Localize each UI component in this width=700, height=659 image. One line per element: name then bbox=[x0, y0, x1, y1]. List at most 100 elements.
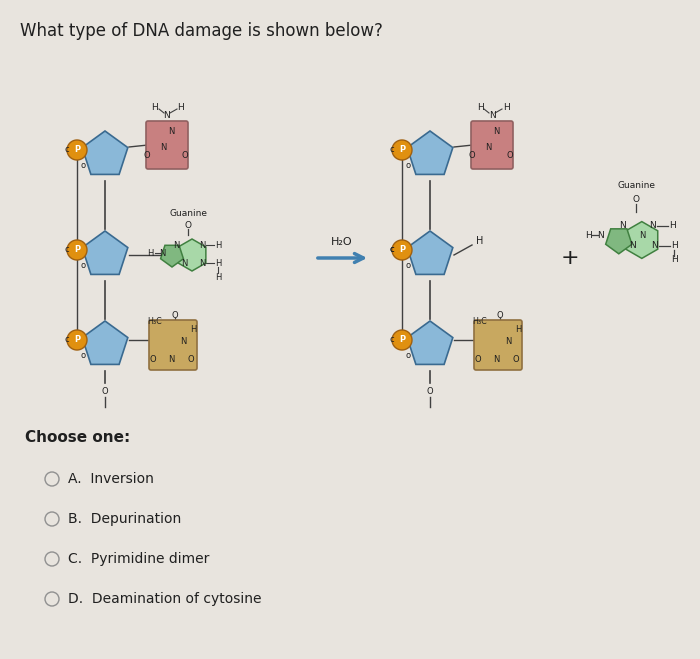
Text: H₃C: H₃C bbox=[147, 316, 162, 326]
Text: H: H bbox=[514, 324, 522, 333]
Text: o: o bbox=[80, 161, 85, 169]
FancyBboxPatch shape bbox=[146, 121, 188, 169]
Text: P: P bbox=[74, 146, 80, 154]
Text: O: O bbox=[150, 355, 156, 364]
Text: c: c bbox=[390, 246, 394, 254]
Text: N: N bbox=[199, 258, 205, 268]
Text: H: H bbox=[215, 241, 221, 250]
Text: o: o bbox=[405, 351, 411, 360]
Text: H₂O: H₂O bbox=[331, 237, 353, 247]
Circle shape bbox=[67, 140, 87, 160]
Text: N: N bbox=[168, 355, 174, 364]
Text: O: O bbox=[182, 150, 188, 159]
Text: N: N bbox=[181, 258, 187, 268]
Text: H: H bbox=[147, 248, 153, 258]
Text: B.  Depurination: B. Depurination bbox=[68, 512, 181, 526]
FancyBboxPatch shape bbox=[474, 320, 522, 370]
Text: O: O bbox=[633, 196, 640, 204]
Text: N: N bbox=[159, 248, 165, 258]
Text: O: O bbox=[469, 150, 475, 159]
Text: N: N bbox=[650, 241, 657, 250]
Text: N: N bbox=[199, 241, 205, 250]
Text: O: O bbox=[507, 150, 513, 159]
Text: N: N bbox=[160, 142, 166, 152]
Text: c: c bbox=[64, 335, 69, 345]
Text: c: c bbox=[390, 146, 394, 154]
Text: P: P bbox=[399, 335, 405, 345]
Text: O: O bbox=[172, 310, 178, 320]
Polygon shape bbox=[82, 131, 128, 175]
Text: O: O bbox=[427, 386, 433, 395]
Text: O: O bbox=[497, 310, 503, 320]
Text: N: N bbox=[619, 221, 625, 231]
FancyBboxPatch shape bbox=[471, 121, 513, 169]
Text: H: H bbox=[152, 103, 158, 111]
Polygon shape bbox=[626, 221, 658, 258]
Text: What type of DNA damage is shown below?: What type of DNA damage is shown below? bbox=[20, 22, 383, 40]
Text: o: o bbox=[80, 260, 85, 270]
Text: O: O bbox=[512, 355, 519, 364]
Text: c: c bbox=[390, 335, 394, 345]
Text: N: N bbox=[168, 127, 174, 136]
Polygon shape bbox=[178, 239, 206, 271]
Text: O: O bbox=[475, 355, 482, 364]
Text: H: H bbox=[215, 273, 221, 281]
Text: O: O bbox=[102, 386, 108, 395]
Text: Guanine: Guanine bbox=[617, 181, 655, 190]
Text: D.  Deamination of cytosine: D. Deamination of cytosine bbox=[68, 592, 262, 606]
Text: N: N bbox=[649, 221, 655, 231]
Polygon shape bbox=[82, 231, 128, 274]
Polygon shape bbox=[82, 321, 128, 364]
Text: N: N bbox=[596, 231, 603, 239]
Text: H: H bbox=[671, 256, 678, 264]
Circle shape bbox=[392, 140, 412, 160]
Polygon shape bbox=[407, 231, 453, 274]
Circle shape bbox=[392, 330, 412, 350]
Text: c: c bbox=[390, 246, 394, 254]
Text: o: o bbox=[405, 161, 411, 169]
Circle shape bbox=[67, 240, 87, 260]
Text: P: P bbox=[74, 246, 80, 254]
Text: N: N bbox=[485, 142, 491, 152]
Polygon shape bbox=[407, 131, 453, 175]
Polygon shape bbox=[606, 229, 632, 254]
Text: N: N bbox=[629, 241, 636, 250]
Text: H: H bbox=[178, 103, 184, 111]
Text: C.  Pyrimidine dimer: C. Pyrimidine dimer bbox=[68, 552, 209, 566]
Circle shape bbox=[67, 330, 87, 350]
Text: N: N bbox=[493, 355, 499, 364]
Text: c: c bbox=[64, 246, 69, 254]
Text: N: N bbox=[180, 337, 186, 345]
Text: P: P bbox=[399, 146, 405, 154]
Text: H: H bbox=[668, 221, 676, 231]
Text: P: P bbox=[74, 335, 80, 345]
Circle shape bbox=[392, 240, 412, 260]
Text: H: H bbox=[190, 324, 196, 333]
Text: H: H bbox=[671, 241, 678, 250]
Text: o: o bbox=[80, 351, 85, 360]
Text: H: H bbox=[584, 231, 592, 239]
Text: c: c bbox=[64, 146, 69, 154]
Text: H: H bbox=[215, 258, 221, 268]
Text: N: N bbox=[173, 241, 179, 250]
Text: O: O bbox=[188, 355, 195, 364]
Text: H: H bbox=[477, 103, 484, 111]
Polygon shape bbox=[407, 321, 453, 364]
Text: A.  Inversion: A. Inversion bbox=[68, 472, 154, 486]
Text: P: P bbox=[399, 246, 405, 254]
Text: H: H bbox=[476, 236, 484, 246]
Text: N: N bbox=[489, 111, 496, 119]
Text: Choose one:: Choose one: bbox=[25, 430, 130, 445]
Text: N: N bbox=[639, 231, 645, 241]
Text: H: H bbox=[503, 103, 510, 111]
FancyBboxPatch shape bbox=[149, 320, 197, 370]
Text: H₃C: H₃C bbox=[472, 316, 486, 326]
Text: N: N bbox=[505, 337, 511, 345]
Polygon shape bbox=[160, 245, 183, 267]
Text: O: O bbox=[185, 221, 192, 229]
Text: N: N bbox=[493, 127, 499, 136]
Text: o: o bbox=[405, 260, 411, 270]
Text: N: N bbox=[164, 111, 170, 119]
Text: +: + bbox=[561, 248, 580, 268]
Text: Guanine: Guanine bbox=[169, 208, 207, 217]
